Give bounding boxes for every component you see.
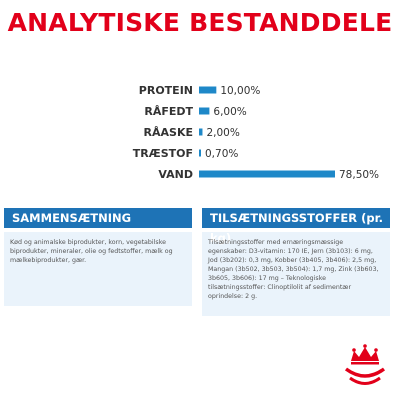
bar	[199, 128, 203, 136]
composition-panel: SAMMENSÆTNING Kød og animalske biprodukt…	[4, 208, 192, 306]
composition-text: Kød og animalske biprodukter, korn, vege…	[4, 232, 192, 306]
value-label: 10,00%	[220, 85, 260, 97]
bar	[199, 107, 210, 115]
composition-heading: SAMMENSÆTNING	[4, 208, 192, 228]
bar	[199, 170, 335, 178]
category-label: VAND	[158, 168, 193, 181]
value-label: 6,00%	[213, 106, 246, 118]
additives-text: Tilsætningsstoffer med ernæringsmæssige …	[202, 232, 390, 316]
category-label: TRÆSTOF	[133, 147, 193, 160]
value-label: 0,70%	[205, 148, 238, 160]
additives-heading: TILSÆTNINGSSTOFFER (pr. kg)	[202, 208, 390, 245]
additives-panel: TILSÆTNINGSSTOFFER (pr. kg) Tilsætningss…	[202, 208, 390, 316]
category-label: PROTEIN	[139, 84, 193, 97]
bar	[199, 149, 201, 157]
value-label: 2,00%	[206, 127, 239, 139]
royal-canin-logo-icon	[344, 344, 386, 385]
nutrient-bar-chart: PROTEIN 10,00% RÅFEDT 6,00% RÅASKE 2,00% TRÆST…	[133, 84, 379, 181]
category-label: RÅASKE	[144, 126, 193, 139]
bar	[199, 86, 217, 94]
page-title: ANALYTISKE BESTANDDELE	[7, 8, 393, 37]
category-label: RÅFEDT	[144, 105, 193, 118]
value-label: 78,50%	[339, 169, 379, 181]
